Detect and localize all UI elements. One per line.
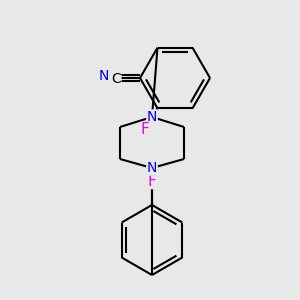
Text: C: C	[111, 72, 121, 86]
Text: F: F	[148, 173, 156, 188]
Text: N: N	[99, 69, 109, 83]
Text: N: N	[147, 110, 157, 124]
Text: F: F	[141, 122, 149, 137]
Text: N: N	[147, 161, 157, 175]
